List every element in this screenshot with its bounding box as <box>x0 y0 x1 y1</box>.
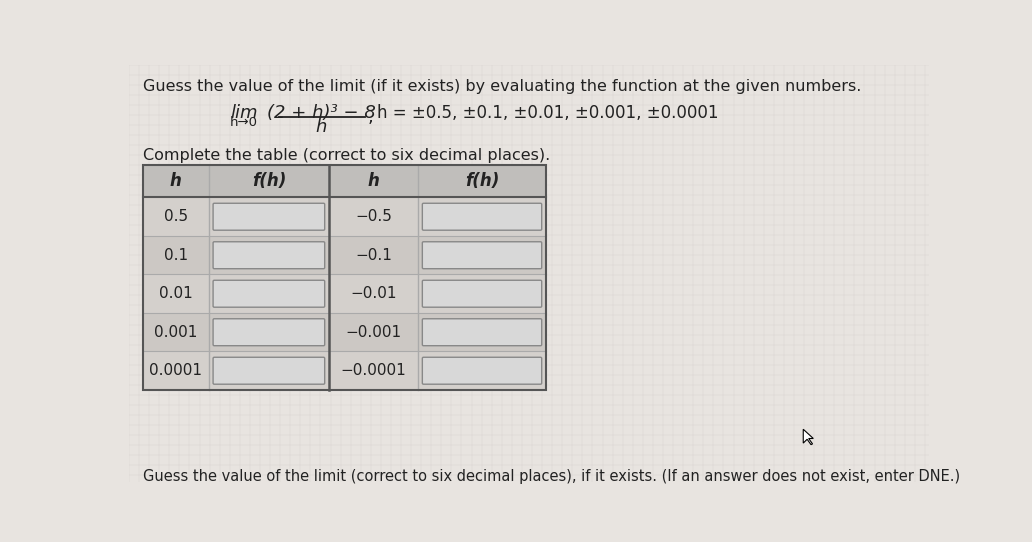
Text: 0.01: 0.01 <box>159 286 193 301</box>
Text: −0.1: −0.1 <box>355 248 392 263</box>
FancyBboxPatch shape <box>213 280 325 307</box>
Bar <box>143 313 546 351</box>
Text: 0.1: 0.1 <box>164 248 188 263</box>
Text: h = ±0.5, ±0.1, ±0.01, ±0.001, ±0.0001: h = ±0.5, ±0.1, ±0.01, ±0.001, ±0.0001 <box>377 104 718 121</box>
Text: −0.001: −0.001 <box>346 325 401 340</box>
Text: 0.5: 0.5 <box>164 209 188 224</box>
FancyBboxPatch shape <box>422 242 542 269</box>
Text: Guess the value of the limit (correct to six decimal places), if it exists. (If : Guess the value of the limit (correct to… <box>143 468 960 483</box>
Text: h: h <box>367 172 380 190</box>
FancyBboxPatch shape <box>213 242 325 269</box>
FancyBboxPatch shape <box>422 203 542 230</box>
Bar <box>143 274 546 313</box>
Text: lim: lim <box>230 104 257 121</box>
Bar <box>143 165 546 390</box>
Text: Guess the value of the limit (if it exists) by evaluating the function at the gi: Guess the value of the limit (if it exis… <box>143 79 862 94</box>
Bar <box>143 351 546 390</box>
Text: ,: , <box>367 108 374 126</box>
FancyBboxPatch shape <box>213 319 325 346</box>
Polygon shape <box>803 429 813 444</box>
Text: (2 + h)³ − 8: (2 + h)³ − 8 <box>266 104 376 121</box>
Text: 0.0001: 0.0001 <box>150 363 202 378</box>
Text: −0.5: −0.5 <box>355 209 392 224</box>
Text: h: h <box>316 118 327 136</box>
Text: −0.01: −0.01 <box>350 286 396 301</box>
Bar <box>143 165 546 197</box>
FancyBboxPatch shape <box>213 203 325 230</box>
Text: f(h): f(h) <box>252 172 286 190</box>
Text: f(h): f(h) <box>464 172 499 190</box>
Bar <box>143 197 546 236</box>
Text: Complete the table (correct to six decimal places).: Complete the table (correct to six decim… <box>143 148 550 163</box>
Text: −0.0001: −0.0001 <box>341 363 407 378</box>
FancyBboxPatch shape <box>422 357 542 384</box>
FancyBboxPatch shape <box>422 280 542 307</box>
Bar <box>143 236 546 274</box>
Text: h→0: h→0 <box>230 116 258 129</box>
Text: 0.001: 0.001 <box>154 325 197 340</box>
FancyBboxPatch shape <box>213 357 325 384</box>
Text: h: h <box>170 172 182 190</box>
FancyBboxPatch shape <box>422 319 542 346</box>
